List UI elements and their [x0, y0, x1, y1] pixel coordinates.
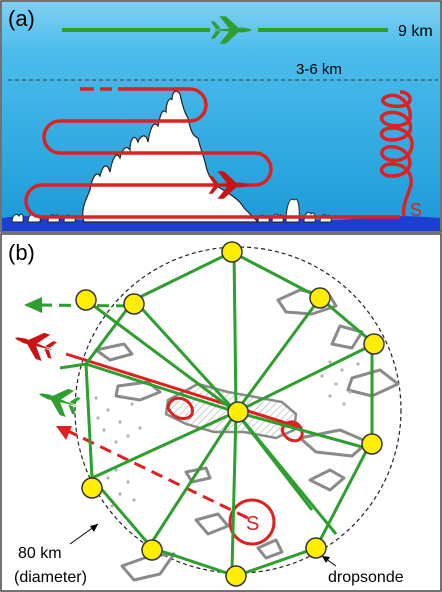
dropsonde-10	[305, 537, 327, 559]
dropsonde-3	[123, 293, 145, 315]
spiral-marker-a: S	[410, 200, 422, 220]
low-aircraft-track	[24, 87, 400, 219]
dropsonde-6	[227, 401, 249, 423]
panel-b: (b)	[0, 233, 442, 592]
label-3-6km: 3-6 km	[296, 61, 342, 78]
circle-size-label-2: (diameter)	[14, 569, 87, 586]
circle-size-label-1: 80 km	[18, 545, 62, 562]
green-leg-arrow	[24, 297, 42, 313]
dropsonde-2	[309, 287, 331, 309]
dropsondes	[75, 241, 385, 587]
panel-b-label: (b)	[8, 240, 35, 265]
panel-a: 9 km 3-6 km (a) S	[0, 0, 442, 233]
dropsonde-11	[225, 565, 247, 587]
panel-a-label: (a)	[8, 6, 35, 31]
dropsonde-1	[221, 241, 243, 263]
dropsonde-arrowhead	[322, 556, 330, 563]
cloud-features	[94, 288, 400, 582]
high-aircraft-track	[62, 16, 388, 44]
circle-size-arrowhead	[90, 524, 98, 532]
dropsonde-5	[75, 289, 97, 311]
stratiform-dots	[94, 360, 360, 508]
spiral-circle-b	[228, 498, 276, 546]
dropsonde-7	[361, 433, 383, 455]
spiral-sounding	[379, 90, 414, 217]
dropsonde-label: dropsonde	[328, 569, 404, 586]
dropsonde-4	[363, 333, 385, 355]
dropsonde-8	[81, 477, 103, 499]
dropsonde-9	[141, 539, 163, 561]
spiral-marker-b: S	[246, 513, 259, 535]
red-leg-arrow	[56, 426, 72, 440]
label-9km: 9 km	[398, 23, 433, 40]
